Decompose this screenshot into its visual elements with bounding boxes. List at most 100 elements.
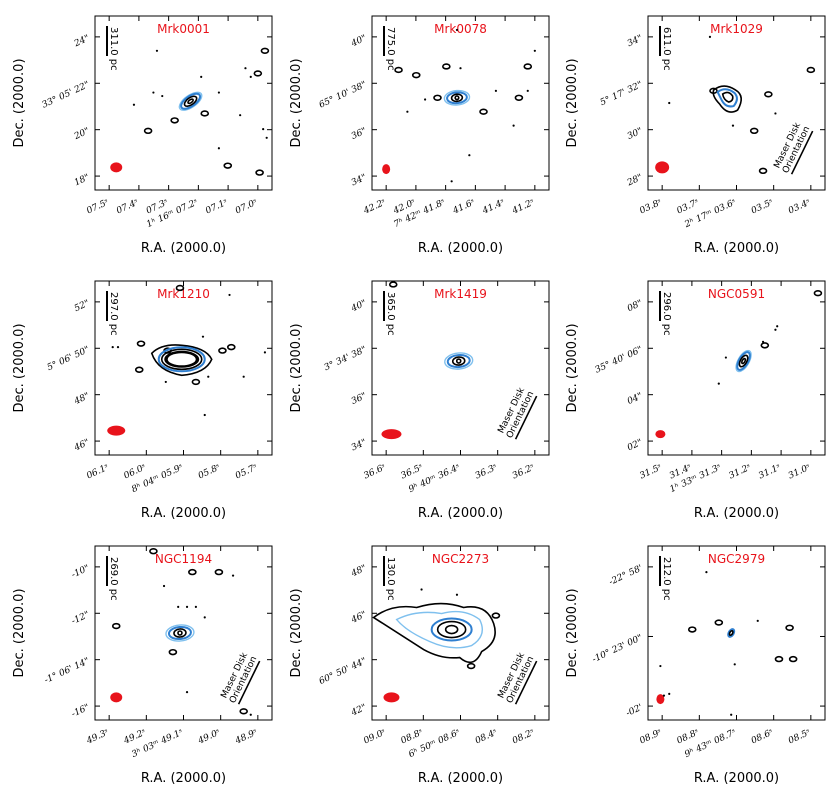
contour-blob [260, 47, 270, 54]
panel-frame-ngc0591 [647, 280, 826, 456]
y-tick-label: 08" [626, 299, 644, 315]
panel-title: Mrk1210 [157, 287, 210, 301]
noise-dot [231, 574, 235, 577]
y-axis-label: Dec. (2000.0) [289, 323, 304, 412]
y-axis-label: Dec. (2000.0) [12, 588, 27, 677]
panel-frame-ngc1194 [94, 545, 273, 721]
noise-dot [262, 128, 265, 131]
y-axis-label: Dec. (2000.0) [565, 588, 580, 677]
noise-dot [203, 413, 206, 417]
contour-blob [466, 662, 476, 670]
panel-title: Mrk0001 [157, 22, 210, 36]
x-tick-label: 36.6ˢ [362, 463, 387, 482]
noise-dot [217, 91, 220, 94]
scale-bar-label: 311.0 pc [108, 27, 119, 71]
x-tick-label: 41.6ˢ [451, 198, 477, 217]
noise-dot [420, 588, 423, 591]
contour-blob [785, 624, 794, 631]
x-tick-label: 08.5ˢ [787, 728, 812, 747]
x-tick-label: 07.4ˢ [115, 198, 140, 217]
beam-ellipse [110, 162, 123, 173]
y-axis-label: Dec. (2000.0) [12, 323, 27, 412]
x-tick-label: 06.0ˢ [122, 463, 147, 482]
noise-dot [406, 110, 409, 113]
source-contour-inner [183, 95, 198, 107]
contour-blob [523, 63, 533, 70]
source-contour-outer-light [735, 349, 752, 373]
y-tick-label: 46" [349, 610, 368, 626]
x-tick-label: 09.0ˢ [362, 728, 387, 747]
scale-bar-label: 296.0 pc [661, 292, 672, 336]
scale-bar-label: 212.0 pc [661, 557, 672, 601]
source-contour-outer-light [443, 89, 471, 106]
contour-blob [788, 655, 798, 663]
panel-frame-mrk1419 [371, 280, 550, 456]
x-tick-label: 41.2ˢ [510, 198, 536, 217]
contour-blob [170, 117, 179, 124]
contour-blob [149, 548, 158, 555]
source-contour-outer [167, 625, 192, 641]
source-contour-inner [451, 356, 466, 366]
contour-blob [111, 622, 121, 630]
x-tick-label: 06.1ˢ [85, 463, 110, 482]
contour-blob [168, 648, 178, 656]
noise-dot [263, 351, 267, 354]
noise-dot [526, 89, 529, 92]
source-contour-outer [180, 92, 202, 110]
x-tick-label: 03.7ˢ [675, 198, 700, 217]
contour-blob [749, 127, 759, 135]
x-axis-label: R.A. (2000.0) [694, 241, 779, 256]
y-tick-label: 48" [72, 391, 91, 407]
noise-dot [708, 35, 712, 38]
contour-blob [806, 66, 816, 74]
source-contour-light [395, 610, 483, 649]
contour-blob [442, 63, 451, 70]
x-tick-label: 08.8ˢ [399, 728, 424, 747]
y-tick-label: 3° 34' 38" [323, 345, 368, 373]
noise-dot [116, 346, 120, 349]
x-axis-label: R.A. (2000.0) [418, 506, 503, 521]
beam-ellipse [655, 161, 670, 174]
y-tick-label: 34" [350, 173, 368, 189]
contour-blob [687, 626, 697, 633]
scale-bar-label: 365.0 pc [385, 292, 396, 336]
x-tick-label: 31.0ˢ [787, 463, 812, 482]
noise-dot [717, 382, 720, 385]
source-contour-inner [721, 91, 734, 103]
noise-dot [162, 584, 166, 588]
y-tick-label: -22° 58' [608, 564, 645, 588]
contour-blob [774, 655, 784, 663]
noise-dot [164, 380, 167, 384]
noise-dot [761, 340, 765, 343]
source-contour-blue [157, 346, 206, 373]
source-contour-mid [160, 348, 203, 371]
y-tick-label: 60° 50' 44" [318, 656, 369, 687]
y-tick-label: 42" [349, 703, 368, 719]
noise-dot [724, 356, 727, 359]
source-contour-peak [455, 358, 462, 364]
y-axis-label: Dec. (2000.0) [289, 588, 304, 677]
source-contour-outer-light [178, 91, 203, 111]
contour-blob [175, 284, 185, 292]
x-tick-label: 41.4ˢ [480, 198, 506, 217]
x-tick-label: 03.8ˢ [638, 198, 663, 217]
y-tick-label: -10" [70, 564, 91, 581]
noise-dot [668, 692, 671, 696]
noise-dot [161, 94, 164, 98]
noise-dot [185, 605, 189, 609]
scale-bar-label: 775.0 pc [385, 27, 396, 71]
y-tick-label: 36" [350, 126, 368, 142]
source-contour-mid [716, 88, 738, 108]
source-contour-outer-light [444, 352, 474, 370]
scale-bar-label: 611.0 pc [661, 27, 672, 71]
x-tick-label: 08.8ˢ [675, 728, 700, 747]
noise-dot [494, 89, 497, 92]
maser-orientation-line [790, 130, 814, 175]
contour-blob [200, 110, 210, 117]
source-contour-peak [444, 624, 459, 635]
panel-title: NGC0591 [708, 287, 765, 301]
contour-blob [188, 568, 197, 576]
